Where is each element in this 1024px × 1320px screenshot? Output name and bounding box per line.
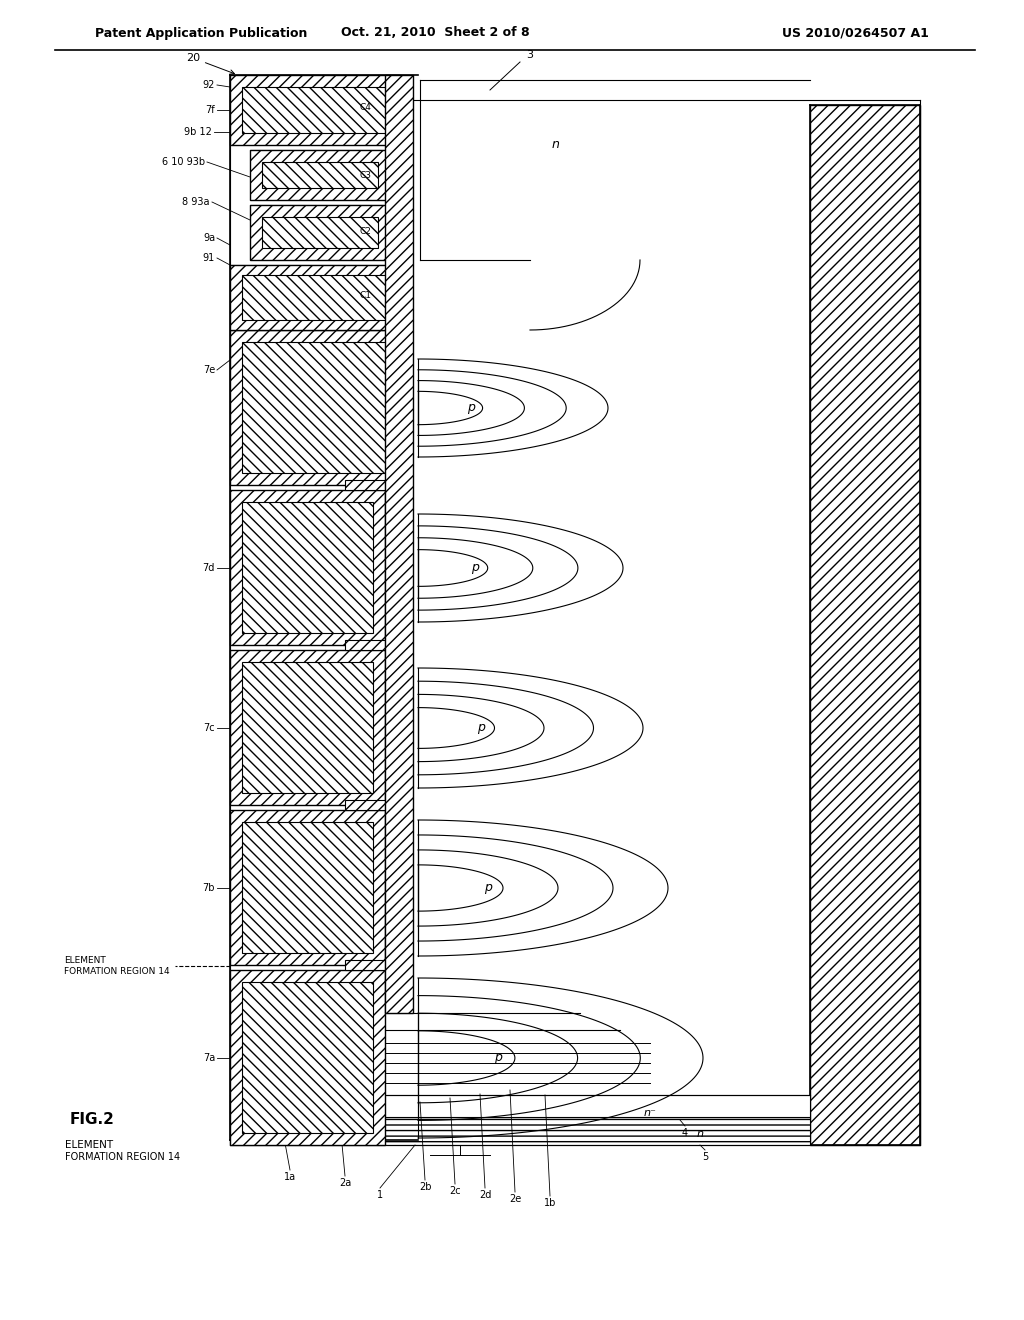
Text: 6 10 93b: 6 10 93b [162, 157, 205, 168]
Bar [262, 162, 378, 187]
Text: C4: C4 [359, 103, 371, 112]
Bar [250, 205, 390, 260]
Bar [345, 800, 385, 810]
Text: 2d: 2d [479, 1191, 492, 1200]
Text: 8 93a: 8 93a [182, 197, 210, 207]
Text: 3: 3 [526, 50, 534, 59]
Text: FORMATION REGION 14: FORMATION REGION 14 [65, 1152, 180, 1162]
Text: Oct. 21, 2010  Sheet 2 of 8: Oct. 21, 2010 Sheet 2 of 8 [341, 26, 529, 40]
Bar [345, 480, 385, 490]
Text: n: n [696, 1129, 703, 1139]
Text: 20: 20 [186, 53, 234, 74]
Text: n: n [551, 139, 559, 152]
Text: ELEMENT
FORMATION REGION 14: ELEMENT FORMATION REGION 14 [65, 956, 170, 975]
Text: FIG.2: FIG.2 [70, 1113, 115, 1127]
Text: 7c: 7c [204, 723, 215, 733]
Text: p: p [484, 882, 492, 895]
Text: 9a: 9a [203, 234, 215, 243]
Bar [230, 970, 385, 1144]
Bar [230, 490, 385, 645]
Text: C3: C3 [359, 170, 371, 180]
Text: US 2010/0264507 A1: US 2010/0264507 A1 [781, 26, 929, 40]
Text: p: p [494, 1052, 502, 1064]
Bar [230, 265, 400, 330]
Text: 7d: 7d [203, 564, 215, 573]
Text: 2e: 2e [509, 1195, 521, 1204]
Bar [230, 810, 385, 965]
Bar [242, 87, 388, 133]
Text: 7b: 7b [203, 883, 215, 894]
Text: p: p [477, 722, 485, 734]
Bar [262, 216, 378, 248]
Text: 2a: 2a [339, 1177, 351, 1188]
Text: 4: 4 [682, 1129, 688, 1138]
Bar [242, 982, 373, 1133]
Bar [385, 75, 413, 1012]
Bar [242, 502, 373, 634]
Bar [242, 663, 373, 793]
Text: 1a: 1a [284, 1172, 296, 1181]
Bar [230, 330, 400, 484]
Text: 9b 12: 9b 12 [184, 127, 212, 137]
Bar [230, 1117, 810, 1144]
Bar [345, 640, 385, 649]
Text: 5: 5 [701, 1152, 709, 1162]
Text: 1: 1 [377, 1191, 383, 1200]
Text: 2b: 2b [419, 1181, 431, 1192]
Text: 91: 91 [203, 253, 215, 263]
Bar [242, 275, 388, 319]
Text: 7e: 7e [203, 366, 215, 375]
Text: p: p [471, 561, 479, 574]
Bar [242, 822, 373, 953]
Text: C2: C2 [359, 227, 371, 236]
Text: p: p [467, 401, 475, 414]
Text: Patent Application Publication: Patent Application Publication [95, 26, 307, 40]
Text: 7a: 7a [203, 1053, 215, 1063]
Bar [230, 1096, 810, 1117]
Bar [250, 150, 390, 201]
Text: 92: 92 [203, 81, 215, 90]
Bar [345, 960, 385, 970]
Text: 7f: 7f [206, 106, 215, 115]
Text: ELEMENT: ELEMENT [65, 1140, 113, 1150]
Bar [810, 106, 920, 1144]
Text: 2c: 2c [450, 1185, 461, 1196]
Bar [230, 649, 385, 805]
Bar [242, 342, 388, 473]
Text: C1: C1 [359, 290, 371, 300]
Bar [230, 75, 400, 145]
Text: 1b: 1b [544, 1199, 556, 1208]
Text: n⁻: n⁻ [643, 1107, 656, 1118]
